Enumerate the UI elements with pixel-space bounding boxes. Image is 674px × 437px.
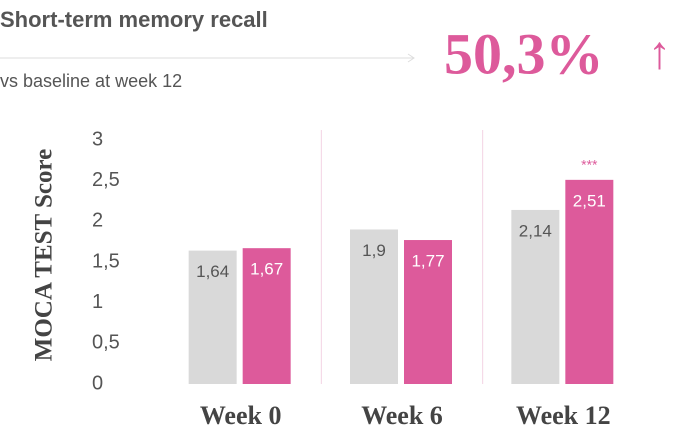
bar xyxy=(188,250,237,384)
y-tick-label: 2,5 xyxy=(92,169,120,191)
title: Short-term memory recall xyxy=(0,7,268,32)
x-tick-label: Week 6 xyxy=(361,401,443,430)
x-tick-label: Week 12 xyxy=(516,401,611,430)
bar xyxy=(511,209,560,384)
headline-arrow: ↑ xyxy=(648,26,671,78)
bar xyxy=(565,179,614,384)
value-label: 1,77 xyxy=(411,252,444,271)
divider-arrow xyxy=(407,53,415,63)
y-tick-label: 3 xyxy=(92,128,103,150)
bar xyxy=(242,248,291,384)
bar xyxy=(404,240,452,384)
value-label: 1,9 xyxy=(362,241,386,260)
value-label: 2,51 xyxy=(573,191,606,210)
y-tick-label: 0,5 xyxy=(92,332,120,354)
subtitle: vs baseline at week 12 xyxy=(0,71,182,91)
bar xyxy=(350,229,398,384)
y-tick-label: 1 xyxy=(92,291,103,313)
value-label: 2,14 xyxy=(519,221,552,240)
y-tick-label: 0 xyxy=(92,372,103,394)
value-label: 1,67 xyxy=(250,260,283,279)
value-label: 1,64 xyxy=(196,262,229,281)
significance: *** xyxy=(581,157,598,173)
y-tick-label: 2 xyxy=(92,210,103,232)
y-axis-label: MOCA TEST Score xyxy=(31,149,58,362)
headline: 50,3% xyxy=(444,21,604,86)
y-tick-label: 1,5 xyxy=(92,250,120,272)
x-tick-label: Week 0 xyxy=(200,401,282,430)
